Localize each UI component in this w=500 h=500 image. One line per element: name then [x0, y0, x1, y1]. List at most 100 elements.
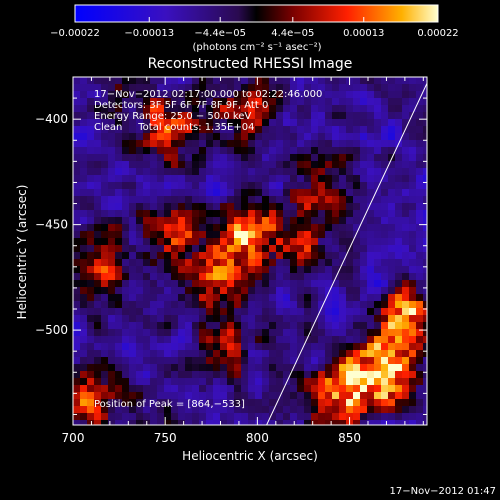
heatmap-cell [213, 329, 221, 337]
heatmap-cell [248, 420, 256, 425]
heatmap-cell [304, 105, 312, 113]
heatmap-cell [395, 245, 403, 253]
heatmap-cell [94, 322, 102, 330]
heatmap-cell [80, 98, 88, 106]
heatmap-cell [388, 161, 396, 169]
heatmap-cell [311, 371, 319, 379]
heatmap-cell [101, 385, 109, 393]
heatmap-cell [136, 189, 144, 197]
heatmap-cell [269, 182, 277, 190]
heatmap-cell [213, 399, 221, 407]
heatmap-cell [381, 140, 389, 148]
heatmap-cell [409, 175, 417, 183]
heatmap-cell [101, 399, 109, 407]
heatmap-cell [409, 273, 417, 281]
colorbar-tick-label: −0.00013 [124, 28, 174, 39]
heatmap-cell [164, 350, 172, 358]
heatmap-cell [122, 301, 130, 309]
heatmap-cell [185, 322, 193, 330]
heatmap-cell [339, 112, 347, 120]
heatmap-cell [297, 168, 305, 176]
heatmap-cell [276, 196, 284, 204]
heatmap-cell [367, 238, 375, 246]
heatmap-cell [353, 77, 361, 85]
heatmap-cell [122, 168, 130, 176]
heatmap-cell [94, 371, 102, 379]
heatmap-cell [269, 105, 277, 113]
heatmap-cell [395, 119, 403, 127]
heatmap-cell [122, 147, 130, 155]
heatmap-cell [143, 301, 151, 309]
heatmap-cell [143, 406, 151, 414]
heatmap-cell [304, 175, 312, 183]
heatmap-cell [143, 175, 151, 183]
heatmap-cell [185, 140, 193, 148]
heatmap-cell [101, 245, 109, 253]
heatmap-cell [150, 343, 158, 351]
heatmap-cell [255, 336, 263, 344]
heatmap-cell [129, 308, 137, 316]
heatmap-cell [171, 224, 179, 232]
heatmap-cell [220, 140, 228, 148]
heatmap-cell [304, 91, 312, 99]
heatmap-cell [157, 224, 165, 232]
heatmap-cell [248, 91, 256, 99]
heatmap-cell [381, 189, 389, 197]
heatmap-cell [416, 161, 424, 169]
heatmap-cell [283, 385, 291, 393]
heatmap-cell [143, 364, 151, 372]
heatmap-cell [220, 273, 228, 281]
heatmap-cell [304, 392, 312, 400]
heatmap-cell [325, 84, 333, 92]
heatmap-cell [367, 350, 375, 358]
heatmap-cell [115, 203, 123, 211]
heatmap-cell [234, 322, 242, 330]
heatmap-cell [353, 238, 361, 246]
heatmap-cell [255, 301, 263, 309]
heatmap-cell [297, 322, 305, 330]
heatmap-cell [171, 91, 179, 99]
heatmap-cell [346, 308, 354, 316]
heatmap-cell [276, 182, 284, 190]
heatmap-cell [87, 259, 95, 267]
heatmap-cell [360, 413, 368, 421]
heatmap-cell [234, 273, 242, 281]
heatmap-cell [367, 112, 375, 120]
heatmap-cell [388, 217, 396, 225]
heatmap-cell [234, 385, 242, 393]
heatmap-cell [290, 385, 298, 393]
heatmap-cell [87, 357, 95, 365]
heatmap-cell [423, 182, 427, 190]
heatmap-cell [101, 259, 109, 267]
heatmap-cell [297, 112, 305, 120]
heatmap-cell [136, 98, 144, 106]
colorbar-units-label: (photons cm⁻² s⁻¹ asec⁻²) [192, 42, 321, 53]
heatmap-cell [409, 105, 417, 113]
heatmap-cell [185, 84, 193, 92]
heatmap-cell [276, 259, 284, 267]
heatmap-cell [276, 336, 284, 344]
heatmap-cell [269, 91, 277, 99]
heatmap-cell [395, 147, 403, 155]
heatmap-cell [73, 203, 81, 211]
heatmap-cell [108, 322, 116, 330]
heatmap-cell [304, 98, 312, 106]
heatmap-cell [416, 308, 424, 316]
heatmap-cell [409, 196, 417, 204]
heatmap-cell [283, 315, 291, 323]
heatmap-cell [171, 154, 179, 162]
heatmap-cell [129, 126, 137, 134]
heatmap-cell [199, 259, 207, 267]
heatmap-cell [101, 420, 109, 425]
heatmap-cell [94, 147, 102, 155]
heatmap-cell [248, 357, 256, 365]
heatmap-cell [108, 119, 116, 127]
heatmap-cell [346, 406, 354, 414]
heatmap-cell [325, 252, 333, 260]
heatmap-cell [381, 245, 389, 253]
heatmap-cell [164, 322, 172, 330]
heatmap-cell [423, 273, 427, 281]
heatmap-cell [213, 280, 221, 288]
heatmap-cell [73, 371, 81, 379]
heatmap-cell [255, 378, 263, 386]
